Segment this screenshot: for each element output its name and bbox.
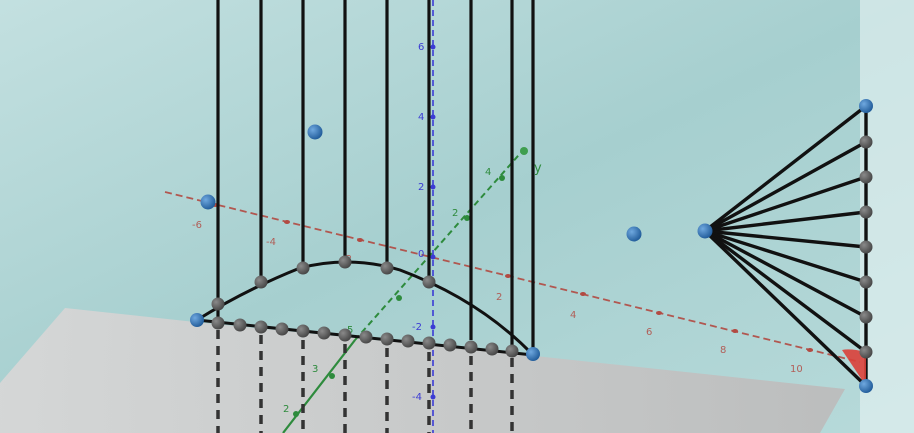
y-axis-line-lower [282,339,356,433]
grey-point [296,261,310,275]
grey-point [859,275,873,289]
floor-plane [0,308,845,433]
x-tick-label: -6 [192,220,202,231]
fan-points [859,135,873,359]
x-axis-tick [505,274,511,278]
x-axis-tick [580,292,586,296]
grey-point [422,336,436,350]
y-axis-line-upper [354,147,526,341]
fan-line [704,140,867,233]
z-axis: 6 4 2 0 -2 -4 [412,0,436,433]
fan-line [704,210,867,233]
z-axis-tick [430,44,436,50]
blue-point-fan-apex[interactable] [697,223,713,239]
y-tick-label: 4 [485,167,491,178]
x-axis-tick [357,238,363,242]
grey-point [233,318,247,332]
x-tick-label: 8 [720,345,726,356]
z-tick-label: 4 [418,112,424,123]
grey-point [443,338,457,352]
z-tick-label: 2 [418,182,424,193]
y-axis-tick-point [396,295,402,301]
grey-point [859,345,873,359]
lower-axis-label: 3 [312,364,318,375]
grey-point [275,322,289,336]
grey-point [296,324,310,338]
x-axis-tick [732,329,738,333]
grey-point [254,275,268,289]
grey-point [211,297,225,311]
x-tick-label: 10 [790,364,803,375]
z-axis-tick [430,184,436,190]
grey-point [464,340,478,354]
blue-point-fan-top[interactable] [859,99,873,113]
z-tick-label: -2 [412,322,422,333]
z-tick-label: 6 [418,42,424,53]
arc-curve [196,260,535,357]
fan-line [703,104,868,233]
y-axis-end-point [520,147,528,155]
blue-point-fan-bottom[interactable] [859,379,873,393]
z-tick-label: 0 [418,249,424,260]
grey-point [338,255,352,269]
blue-point-floating[interactable] [626,226,642,242]
projection-lines [216,330,514,433]
grey-point [317,326,331,340]
z-axis-tick [430,324,436,330]
grey-point [254,320,268,334]
arc-points [211,255,436,311]
x-tick-label: 2 [496,292,502,303]
blue-point-floating[interactable] [200,194,216,210]
y-axis-tick-point [464,215,470,221]
fan-segments [703,104,868,388]
grey-point [359,330,373,344]
fan-line [704,175,867,233]
fan-line [703,229,868,388]
grey-point [859,310,873,324]
grey-point [859,170,873,184]
grey-point [422,275,436,289]
blue-point-floating[interactable] [307,124,323,140]
grey-point [485,342,499,356]
fan-line [704,229,867,319]
grey-point [338,328,352,342]
x-tick-label: 4 [570,310,576,321]
z-axis-tick [430,254,436,260]
y-axis: 2 4 y 2 3 5 [282,147,542,433]
x-axis-tick [807,348,813,352]
grey-point [859,135,873,149]
grey-point [859,205,873,219]
grey-point [380,261,394,275]
vertical-segments [216,0,535,355]
lower-axis-label: 2 [283,404,289,415]
chord-points [211,316,519,358]
x-tick-label: -4 [266,237,276,248]
grey-point [505,344,519,358]
z-tick-label: -4 [412,392,422,403]
angle-marker [842,349,866,386]
grey-point [380,332,394,346]
y-axis-tick-point [293,411,299,417]
grey-point [401,334,415,348]
fan-line [704,229,867,249]
x-axis-tick [284,220,290,224]
fan-line [703,229,868,354]
z-axis-tick [430,394,436,400]
z-axis-tick [430,114,436,120]
y-axis-label: y [534,161,542,176]
lower-axis-label: 5 [347,325,353,336]
grey-point [211,316,225,330]
blue-point-arc-right[interactable] [526,347,540,361]
y-axis-tick-point [499,175,505,181]
grey-point [859,240,873,254]
y-axis-tick-point [329,373,335,379]
y-tick-label: 2 [452,208,458,219]
x-tick-label: 6 [646,327,652,338]
x-axis-tick [656,311,662,315]
blue-point-arc-left[interactable] [190,313,204,327]
fan-line [704,229,867,284]
